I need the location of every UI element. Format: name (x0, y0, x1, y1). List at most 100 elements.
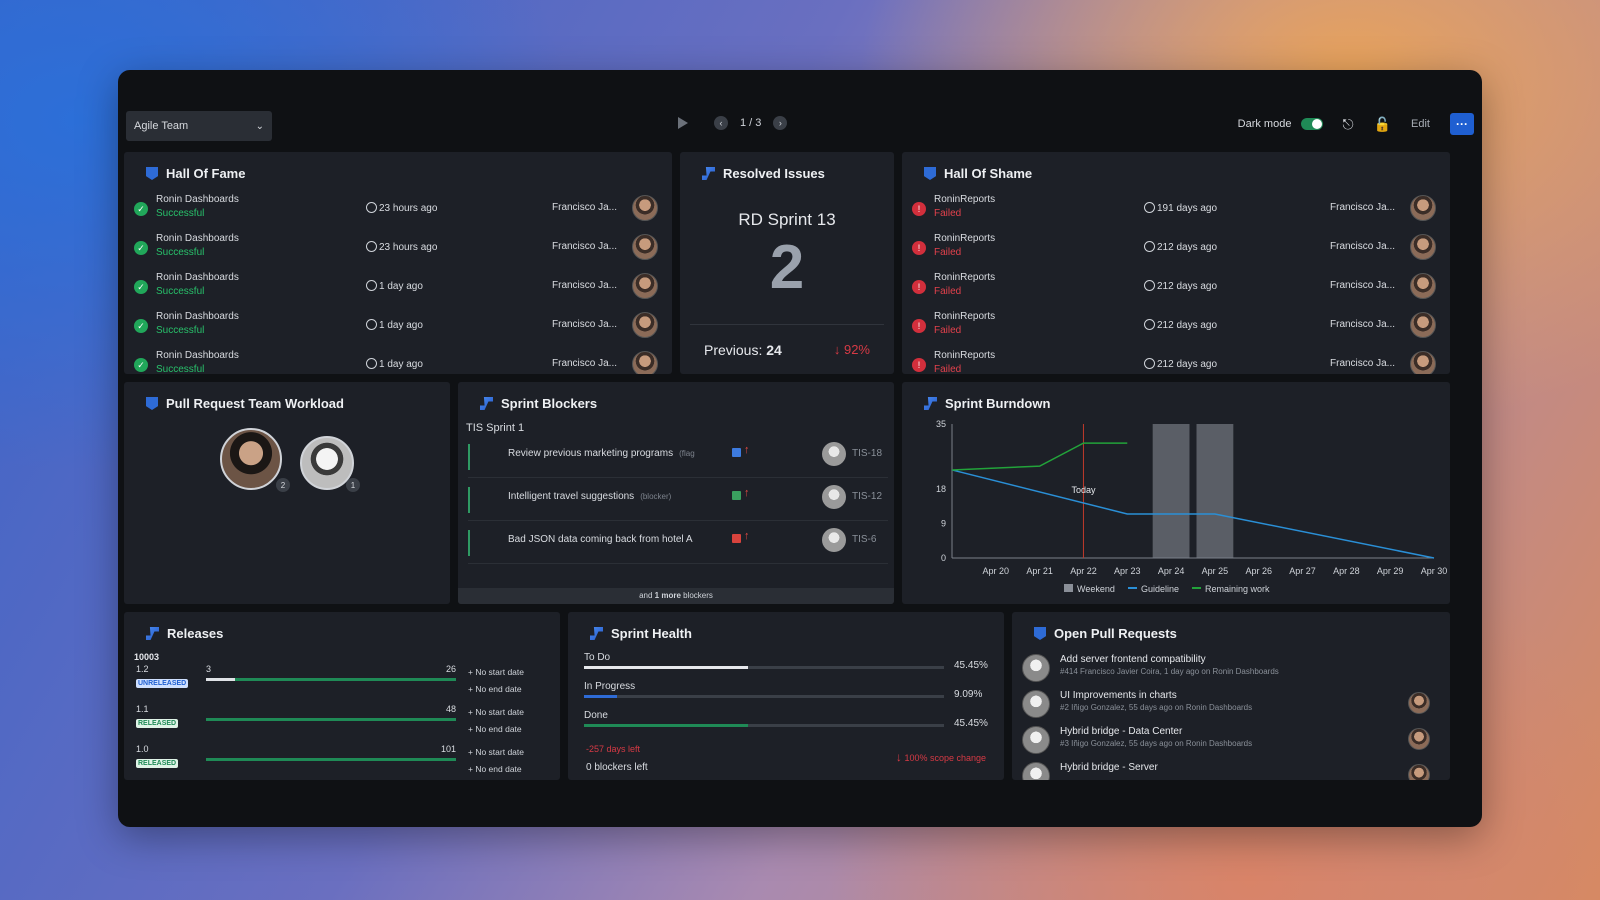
more-blockers-link[interactable]: and 1 more blockers (458, 588, 894, 604)
avatar[interactable] (1022, 690, 1050, 718)
blocker-row[interactable]: Intelligent travel suggestions (blocker) ↑… (468, 481, 888, 521)
blocker-title-text: Intelligent travel suggestions (508, 491, 635, 502)
build-time: 1 day ago (366, 319, 423, 331)
build-user: Francisco Ja... (1330, 241, 1396, 252)
avatar[interactable] (1410, 312, 1436, 338)
toggle-switch[interactable] (1300, 118, 1323, 131)
team-select-value: Agile Team (134, 120, 189, 132)
clock-icon (366, 319, 377, 330)
release-row[interactable]: 1.1 RELEASED 48 + No start date + No end dat… (136, 704, 546, 744)
build-time-text: 212 days ago (1157, 359, 1218, 370)
build-row[interactable]: ✓ Ronin Dashboards Successful 1 day ago Fran… (134, 270, 658, 306)
build-row[interactable]: ✓ Ronin Dashboards Successful 1 day ago Fran… (134, 348, 658, 374)
hall-of-shame-panel: Hall Of Shame ! RoninReports Failed 191 day… (902, 152, 1450, 374)
build-user: Francisco Ja... (1330, 358, 1396, 369)
build-row[interactable]: ! RoninReports Failed 212 days ago Francisco… (912, 270, 1436, 306)
build-row[interactable]: ✓ Ronin Dashboards Successful 23 hours ago F… (134, 192, 658, 228)
pull-request-row[interactable]: UI Improvements in charts #2 Iñigo Gonzal… (1022, 688, 1442, 724)
build-row[interactable]: ! RoninReports Failed 191 days ago Francisco… (912, 192, 1436, 228)
build-name: Ronin Dashboards (156, 272, 239, 283)
issue-key[interactable]: TIS-6 (852, 534, 877, 545)
next-page-button[interactable]: › (773, 116, 788, 130)
pull-request-meta: #3 Iñigo Gonzalez, 55 days ago on Ronin … (1060, 739, 1253, 748)
health-percent: 45.45% (954, 718, 988, 729)
share-icon[interactable]: ⎋ (1342, 115, 1354, 132)
resolved-issues-title: Resolved Issues (702, 166, 825, 181)
clock-icon (366, 241, 377, 252)
release-start-date: + No start date (468, 704, 524, 721)
avatar[interactable] (822, 442, 846, 466)
reviewer-avatar[interactable] (1408, 764, 1430, 780)
pull-request-title[interactable]: UI Improvements in charts (1060, 690, 1177, 701)
resolved-count: 2 (769, 233, 805, 302)
avatar[interactable] (632, 234, 658, 260)
health-progress-bar (584, 695, 944, 698)
build-status: Failed (934, 364, 962, 374)
x-tick-label: Apr 25 (1202, 566, 1229, 576)
avatar[interactable] (300, 436, 354, 490)
avatar[interactable] (632, 351, 658, 374)
build-time: 1 day ago (366, 358, 423, 370)
more-button[interactable]: ··· (1450, 113, 1474, 135)
jira-icon (146, 627, 159, 640)
build-row[interactable]: ✓ Ronin Dashboards Successful 23 hours ago F… (134, 231, 658, 267)
lock-icon[interactable]: 🔓 (1373, 115, 1392, 132)
build-time-text: 1 day ago (379, 281, 423, 292)
blocker-title: Review previous marketing programs (flag (508, 448, 695, 459)
avatar[interactable] (822, 485, 846, 509)
check-circle-icon: ✓ (134, 202, 148, 216)
play-icon[interactable] (678, 117, 688, 129)
avatar[interactable] (632, 273, 658, 299)
blocker-tag: (blocker) (640, 492, 672, 501)
panel-title-text: Open Pull Requests (1054, 626, 1177, 641)
pull-request-title[interactable]: Add server frontend compatibility (1060, 654, 1206, 665)
error-icon: ! (912, 280, 926, 294)
dark-mode-toggle[interactable]: Dark mode (1238, 118, 1323, 131)
previous-page-button[interactable]: ‹ (714, 116, 728, 130)
avatar[interactable] (1022, 762, 1050, 780)
blocker-row[interactable]: Bad JSON data coming back from hotel A ↑ T… (468, 524, 888, 564)
edit-button[interactable]: Edit (1411, 118, 1430, 130)
release-total-count: 26 (445, 664, 456, 674)
release-version: 1.0 (136, 744, 149, 754)
avatar[interactable] (632, 195, 658, 221)
panel-title-text: Sprint Health (611, 626, 692, 641)
reviewer-avatar[interactable] (1408, 728, 1430, 750)
release-total-count: 48 (445, 704, 456, 714)
issue-key[interactable]: TIS-12 (852, 491, 883, 502)
pull-request-row[interactable]: Hybrid bridge - Server (1022, 760, 1442, 780)
build-status: Successful (156, 325, 205, 336)
avatar[interactable] (632, 312, 658, 338)
x-tick-label: Apr 24 (1158, 566, 1185, 576)
avatar[interactable] (220, 428, 282, 490)
avatar[interactable] (1410, 351, 1436, 374)
pull-request-title[interactable]: Hybrid bridge - Server (1060, 762, 1158, 773)
team-select[interactable]: Agile Team ⌄ (126, 111, 272, 141)
avatar[interactable] (1022, 654, 1050, 682)
reviewer-avatar[interactable] (1408, 692, 1430, 714)
issue-key[interactable]: TIS-18 (852, 448, 883, 459)
shield-icon (146, 397, 158, 410)
avatar[interactable] (1410, 195, 1436, 221)
hall-of-fame-title: Hall Of Fame (146, 166, 245, 181)
toolbar-actions: Dark mode ⎋ 🔓 Edit ··· (1238, 113, 1474, 135)
avatar[interactable] (822, 528, 846, 552)
release-row[interactable]: 1.0 RELEASED 101 + No start date + No end da… (136, 744, 546, 780)
pull-request-row[interactable]: Hybrid bridge - Data Center #3 Iñigo Gonz… (1022, 724, 1442, 760)
panel-title-text: Sprint Blockers (501, 396, 598, 411)
blockers-sprint-name: TIS Sprint 1 (466, 422, 525, 434)
build-row[interactable]: ! RoninReports Failed 212 days ago Francisco… (912, 231, 1436, 267)
blocker-row[interactable]: Review previous marketing programs (flag ↑… (468, 438, 888, 478)
build-row[interactable]: ! RoninReports Failed 212 days ago Francisco… (912, 309, 1436, 345)
release-row[interactable]: 1.2 UNRELEASED 3 26 + No start date + No end … (136, 664, 546, 704)
build-row[interactable]: ! RoninReports Failed 212 days ago Francisco… (912, 348, 1436, 374)
shield-icon (146, 167, 158, 180)
avatar[interactable] (1410, 234, 1436, 260)
build-row[interactable]: ✓ Ronin Dashboards Successful 1 day ago Fran… (134, 309, 658, 345)
build-user: Francisco Ja... (552, 358, 618, 369)
avatar[interactable] (1022, 726, 1050, 754)
pull-request-row[interactable]: Add server frontend compatibility #414 Fr… (1022, 652, 1442, 688)
avatar[interactable] (1410, 273, 1436, 299)
pull-request-title[interactable]: Hybrid bridge - Data Center (1060, 726, 1183, 737)
panel-title-text: Resolved Issues (723, 166, 825, 181)
